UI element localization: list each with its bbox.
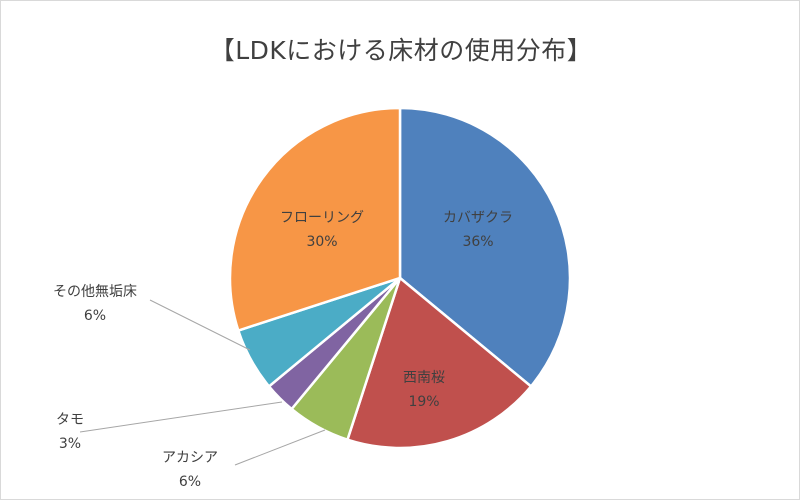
pie-slices bbox=[228, 106, 572, 450]
chart-title: 【LDKにおける床材の使用分布】 bbox=[209, 36, 593, 65]
slice-label: その他無垢床 bbox=[53, 284, 137, 300]
slice-label: 西南桜 bbox=[403, 370, 445, 386]
pie-slice bbox=[346, 276, 533, 450]
leader-line bbox=[79, 401, 283, 433]
slice-percent-label: 6% bbox=[179, 474, 201, 490]
slice-percent-label: 19% bbox=[408, 394, 439, 410]
slice-label: アカシア bbox=[162, 450, 218, 466]
slice-percent-label: 36% bbox=[462, 234, 493, 250]
pie-slice bbox=[228, 106, 402, 332]
leader-line bbox=[234, 429, 326, 466]
pie-slice bbox=[398, 106, 572, 388]
slice-label: フローリング bbox=[280, 210, 364, 226]
pie-labels: カバザクラ 36% 西南桜 19% アカシア 6% タモ 3% その他無垢床 6% フローリング 30… bbox=[53, 210, 513, 490]
slice-percent-label: 6% bbox=[84, 308, 106, 324]
slice-label: カバザクラ bbox=[443, 210, 513, 226]
slice-label: タモ bbox=[56, 412, 84, 428]
slice-percent-label: 30% bbox=[306, 234, 337, 250]
slice-percent-label: 3% bbox=[59, 436, 81, 452]
leader-line bbox=[149, 299, 251, 351]
